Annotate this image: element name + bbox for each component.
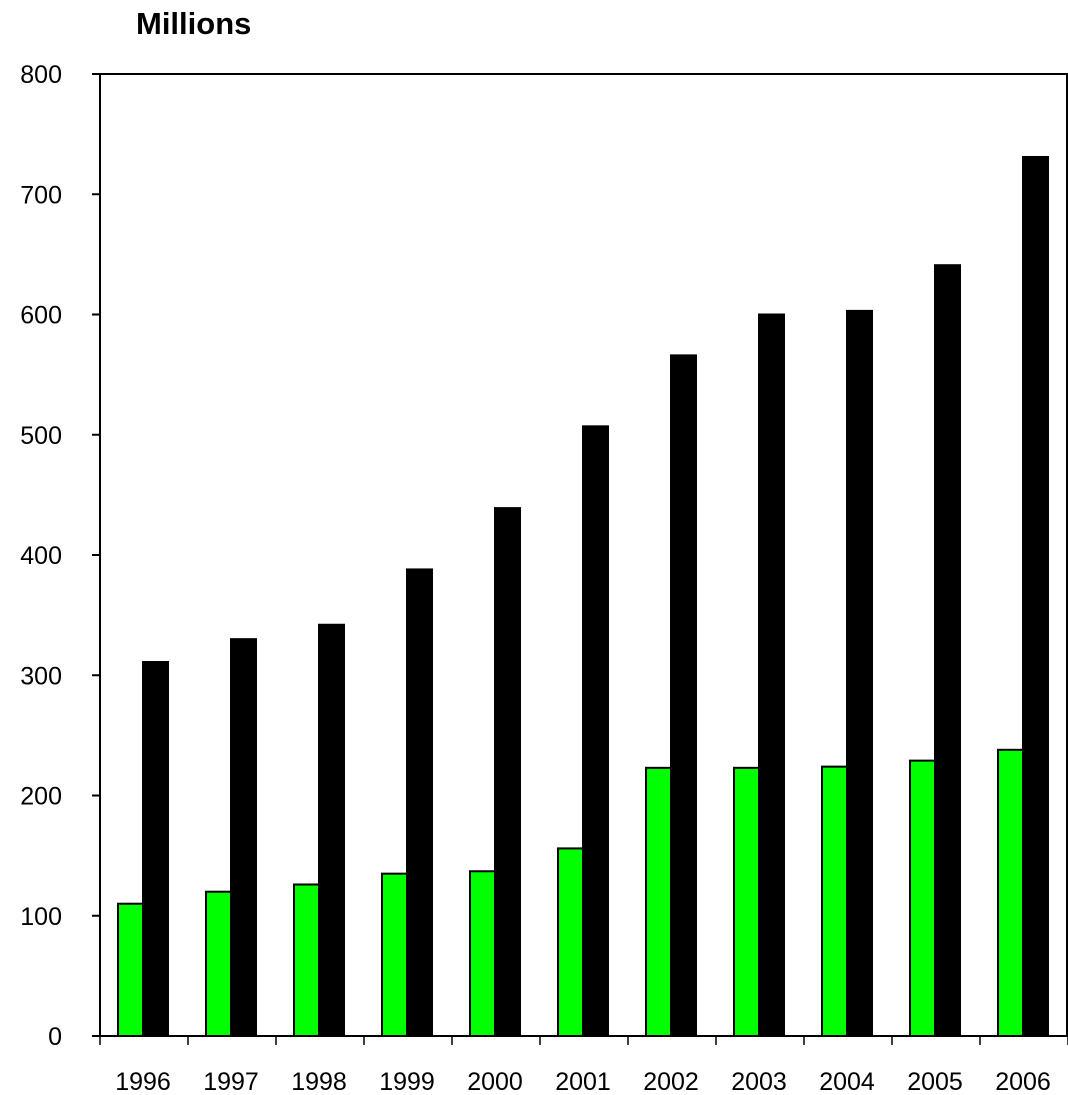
x-tick-label-1996: 1996 <box>115 1068 171 1095</box>
x-tick-label-1997: 1997 <box>203 1068 259 1095</box>
y-tick-label-800: 800 <box>20 61 62 89</box>
bar-series-1-1999 <box>381 872 408 1037</box>
y-tick-label-200: 200 <box>20 783 62 811</box>
x-tick-label-2001: 2001 <box>555 1068 611 1095</box>
bar-series-2-1998 <box>318 623 345 1037</box>
bar-series-1-2000 <box>469 870 496 1037</box>
bar-series-1-2004 <box>821 765 848 1037</box>
bar-series-1-2006 <box>997 748 1024 1037</box>
bar-series-2-1997 <box>230 638 257 1037</box>
x-tick-label-2000: 2000 <box>467 1068 523 1095</box>
bar-series-1-2001 <box>557 847 584 1037</box>
bar-series-1-1996 <box>117 902 144 1037</box>
bar-series-1-2002 <box>645 766 672 1038</box>
y-axis-unit-label: Millions <box>136 6 252 41</box>
x-tick-label-2006: 2006 <box>995 1068 1051 1095</box>
x-tick-label-2005: 2005 <box>907 1068 963 1095</box>
bar-series-2-2003 <box>758 313 785 1037</box>
y-tick-label-500: 500 <box>20 422 62 450</box>
x-tick-label-2002: 2002 <box>643 1068 699 1095</box>
x-tick-label-1999: 1999 <box>379 1068 435 1095</box>
y-tick-label-700: 700 <box>20 181 62 209</box>
bar-series-2-2006 <box>1022 155 1049 1038</box>
x-tick-label-2004: 2004 <box>819 1068 875 1095</box>
bar-series-2-2002 <box>670 354 697 1037</box>
bar-series-1-1998 <box>293 883 320 1037</box>
x-tick-label-2003: 2003 <box>731 1068 787 1095</box>
bar-series-2-2004 <box>846 309 873 1037</box>
bar-series-1-2005 <box>909 759 936 1037</box>
bar-series-1-2003 <box>733 766 760 1038</box>
x-tick-label-1998: 1998 <box>291 1068 347 1095</box>
bar-series-2-1999 <box>406 568 433 1037</box>
bar-series-2-2005 <box>934 264 961 1037</box>
y-tick-label-100: 100 <box>20 903 62 931</box>
bar-series-2-2001 <box>582 425 609 1037</box>
y-tick-label-400: 400 <box>20 542 62 570</box>
y-tick-label-0: 0 <box>48 1023 62 1051</box>
bar-series-2-2000 <box>494 507 521 1038</box>
y-tick-label-600: 600 <box>20 302 62 330</box>
bar-series-1-1997 <box>205 890 232 1038</box>
y-tick-label-300: 300 <box>20 662 62 690</box>
bar-series-2-1996 <box>142 661 169 1038</box>
